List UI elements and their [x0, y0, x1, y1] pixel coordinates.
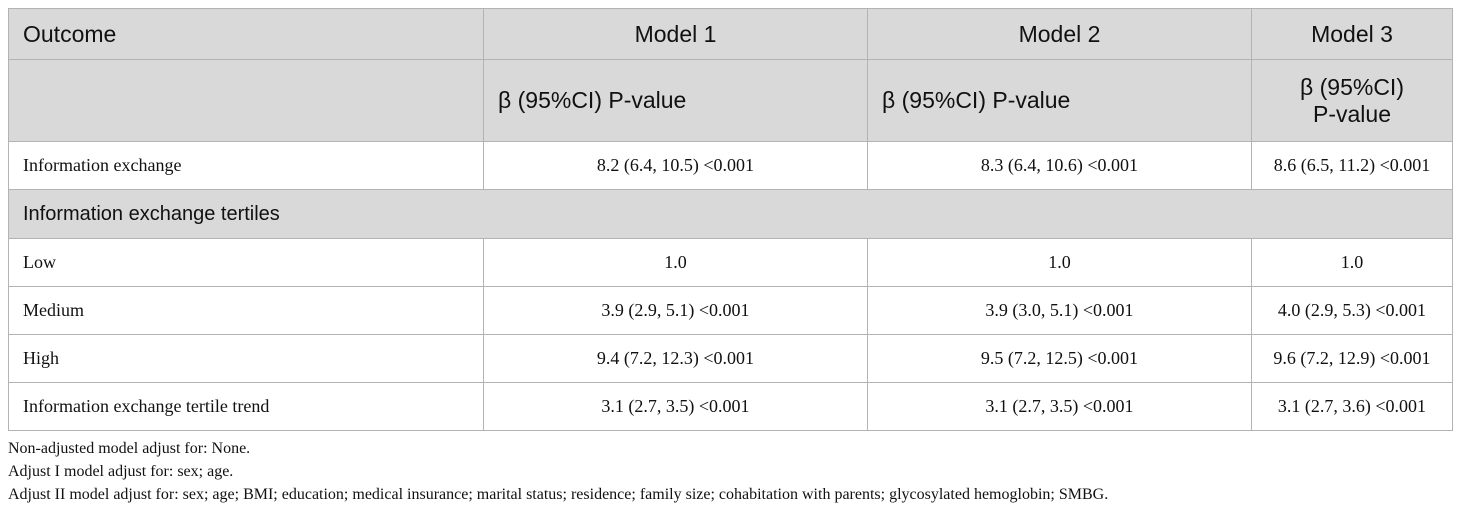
cell-model-3: 3.1 (2.7, 3.6) <0.001	[1251, 382, 1453, 431]
table-footnotes: Non-adjusted model adjust for: None. Adj…	[8, 437, 1452, 506]
cell-model-3: 1.0	[1251, 238, 1453, 287]
footnote: Adjust I model adjust for: sex; age.	[8, 463, 234, 480]
header-model-1-stat: β (95%CI) P-value	[483, 59, 868, 142]
header-model-2-stat: β (95%CI) P-value	[867, 59, 1252, 142]
cell-model-3: 4.0 (2.9, 5.3) <0.001	[1251, 286, 1453, 335]
header-model-3-stat-line2: P-value	[1313, 100, 1391, 127]
table-row: Information exchange tertile trend 3.1 (…	[8, 382, 1453, 431]
cell-model-1: 8.2 (6.4, 10.5) <0.001	[483, 141, 868, 190]
cell-model-1: 3.1 (2.7, 3.5) <0.001	[483, 382, 868, 431]
results-table: Outcome Model 1 Model 2 Model 3 β (95%CI…	[8, 8, 1453, 431]
cell-model-1: 3.9 (2.9, 5.1) <0.001	[483, 286, 868, 335]
cell-model-2: 3.9 (3.0, 5.1) <0.001	[867, 286, 1252, 335]
table-row: Information exchange 8.2 (6.4, 10.5) <0.…	[8, 141, 1453, 190]
section-label: Information exchange tertiles	[8, 189, 1453, 239]
table-row: Low 1.0 1.0 1.0	[8, 238, 1453, 287]
cell-model-2: 8.3 (6.4, 10.6) <0.001	[867, 141, 1252, 190]
cell-model-2: 1.0	[867, 238, 1252, 287]
cell-model-2: 3.1 (2.7, 3.5) <0.001	[867, 382, 1252, 431]
cell-model-3: 8.6 (6.5, 11.2) <0.001	[1251, 141, 1453, 190]
header-row-2: β (95%CI) P-value β (95%CI) P-value β (9…	[8, 59, 1453, 142]
row-label: Low	[8, 238, 484, 287]
table-row: Medium 3.9 (2.9, 5.1) <0.001 3.9 (3.0, 5…	[8, 286, 1453, 335]
header-row-1: Outcome Model 1 Model 2 Model 3	[8, 8, 1453, 60]
cell-model-3: 9.6 (7.2, 12.9) <0.001	[1251, 334, 1453, 383]
cell-model-1: 9.4 (7.2, 12.3) <0.001	[483, 334, 868, 383]
row-label: Information exchange tertile trend	[8, 382, 484, 431]
section-row: Information exchange tertiles	[8, 189, 1453, 239]
row-label: Medium	[8, 286, 484, 335]
header-model-1: Model 1	[483, 8, 868, 60]
table-body: Information exchange 8.2 (6.4, 10.5) <0.…	[8, 141, 1453, 431]
table-header: Outcome Model 1 Model 2 Model 3 β (95%CI…	[8, 8, 1453, 142]
header-model-2: Model 2	[867, 8, 1252, 60]
row-label: Information exchange	[8, 141, 484, 190]
header-blank	[8, 59, 484, 142]
cell-model-1: 1.0	[483, 238, 868, 287]
header-model-3: Model 3	[1251, 8, 1453, 60]
header-model-3-stat-line1: β (95%CI)	[1300, 73, 1404, 100]
cell-model-2: 9.5 (7.2, 12.5) <0.001	[867, 334, 1252, 383]
header-outcome: Outcome	[8, 8, 484, 60]
footnote: Adjust II model adjust for: sex; age; BM…	[8, 486, 1109, 503]
footnote: Non-adjusted model adjust for: None.	[8, 440, 251, 457]
results-table-container: Outcome Model 1 Model 2 Model 3 β (95%CI…	[8, 8, 1453, 506]
row-label: High	[8, 334, 484, 383]
table-row: High 9.4 (7.2, 12.3) <0.001 9.5 (7.2, 12…	[8, 334, 1453, 383]
header-model-3-stat: β (95%CI) P-value	[1251, 59, 1453, 142]
